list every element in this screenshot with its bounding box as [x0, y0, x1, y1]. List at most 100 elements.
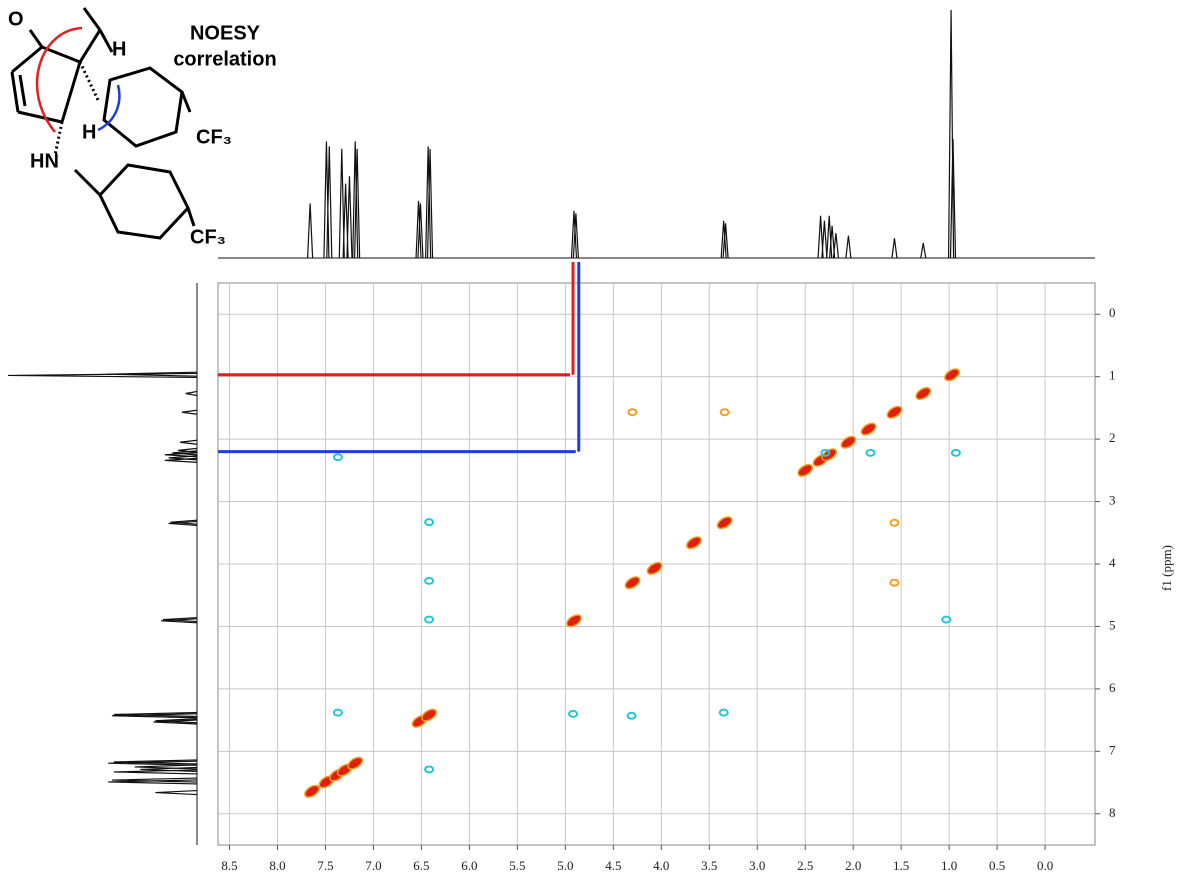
x-tick-label: 1.0 — [941, 858, 957, 873]
projection-peak — [153, 719, 198, 725]
y-tick-label: 6 — [1109, 680, 1116, 695]
x-tick-label: 0.5 — [989, 858, 1005, 873]
cross-peak — [719, 408, 730, 417]
x-tick-label: 4.5 — [605, 858, 621, 873]
x-tick-label: 1.5 — [893, 858, 909, 873]
x-tick-label: 8.5 — [221, 858, 237, 873]
x-tick-label: 3.0 — [749, 858, 765, 873]
projection-peak — [354, 148, 361, 259]
x-tick-label: 3.5 — [701, 858, 717, 873]
projection-peak — [346, 176, 353, 259]
projection-peak — [845, 235, 852, 259]
diagonal-peak — [624, 576, 641, 590]
y-tick-label: 0 — [1109, 305, 1116, 320]
projection-peak — [106, 371, 198, 377]
projection-peak — [570, 210, 578, 259]
x-tick-label: 6.5 — [413, 858, 429, 873]
y-tick-label: 8 — [1109, 805, 1116, 820]
diagonal-peak — [646, 561, 663, 575]
cross-peak — [865, 448, 876, 457]
projection-peak — [170, 519, 198, 525]
projection-peak — [113, 711, 198, 718]
projection-peak — [178, 447, 198, 453]
x-tick-label: 7.5 — [317, 858, 333, 873]
projection-peak — [722, 223, 729, 259]
projection-peak — [720, 220, 727, 259]
projection-peak — [113, 759, 198, 765]
projection-peak — [155, 718, 198, 724]
x-tick-label: 4.0 — [653, 858, 669, 873]
projection-peak — [108, 779, 198, 785]
y-tick-label: 7 — [1109, 742, 1116, 757]
y-tick-label: 4 — [1109, 555, 1116, 570]
diagonal-peak — [716, 516, 733, 530]
x-tick-label: 5.0 — [557, 858, 573, 873]
diagonal-peak — [421, 708, 437, 722]
projection-peak — [185, 390, 198, 397]
projection-peak — [891, 238, 898, 259]
molecule — [10, 7, 196, 240]
cross-peak — [950, 448, 961, 457]
projection-peak — [352, 141, 359, 259]
cross-peak — [424, 615, 435, 624]
atom-label: O — [8, 8, 24, 30]
cross-peak — [568, 709, 579, 718]
cross-peak — [627, 408, 638, 417]
diagonal-peak — [860, 422, 877, 436]
x-tick-label: 7.0 — [365, 858, 381, 873]
atom-label: CF₃ — [190, 226, 226, 248]
projection-peak — [134, 764, 198, 770]
diagonal-peak — [915, 387, 932, 401]
cross-peak — [820, 448, 831, 457]
cross-peak — [332, 453, 343, 462]
diagonal-peak — [840, 435, 857, 449]
projection-peak — [111, 777, 198, 783]
projection-peak — [415, 200, 422, 259]
cross-peak — [424, 765, 435, 774]
x-tick-label: 8.0 — [269, 858, 285, 873]
projection-peak — [168, 520, 198, 527]
projection-peak — [155, 789, 198, 796]
projection-peak — [326, 146, 333, 259]
projection-peak — [161, 618, 198, 624]
x-tick-label: 2.0 — [845, 858, 861, 873]
projection-peak — [832, 233, 840, 259]
cross-peak — [626, 711, 637, 720]
projection-peak — [828, 225, 836, 259]
diagonal-peak — [686, 536, 702, 550]
diagonal-peak — [304, 784, 320, 798]
x-tick-label: 0.0 — [1037, 858, 1053, 873]
projection-peak — [920, 243, 927, 259]
y-axis-label: f1 (ppm) — [1159, 545, 1174, 591]
correlation-line — [218, 262, 581, 454]
noe-arrow — [35, 26, 83, 133]
atom-label: CF₃ — [196, 126, 232, 148]
x-tick-label: 6.0 — [461, 858, 477, 873]
projection-peak — [817, 215, 824, 259]
projection-peak — [307, 203, 314, 259]
y-tick-label: 5 — [1109, 617, 1116, 632]
cross-peak — [332, 708, 343, 717]
projection-peak — [949, 138, 957, 259]
cross-peak — [889, 578, 900, 587]
cross-peak — [718, 708, 729, 717]
projection-peak — [417, 203, 424, 259]
projection-peak — [821, 220, 828, 259]
correlation-line — [218, 262, 575, 377]
cross-peak — [424, 518, 435, 527]
projection-peak — [179, 439, 198, 445]
cross-peak — [889, 518, 900, 527]
projection-peak — [338, 148, 345, 259]
annotation: correlation — [173, 48, 276, 70]
annotation: NOESY — [190, 22, 261, 44]
projection-peak — [572, 213, 579, 259]
atom-label: H — [82, 121, 96, 143]
cross-peak — [424, 576, 435, 585]
y-tick-label: 2 — [1109, 430, 1116, 445]
projection-peak — [426, 148, 434, 259]
y-tick-label: 1 — [1109, 368, 1116, 383]
projection-peak — [425, 146, 432, 259]
atom-label: H — [112, 38, 126, 60]
projection-peak — [181, 409, 198, 415]
